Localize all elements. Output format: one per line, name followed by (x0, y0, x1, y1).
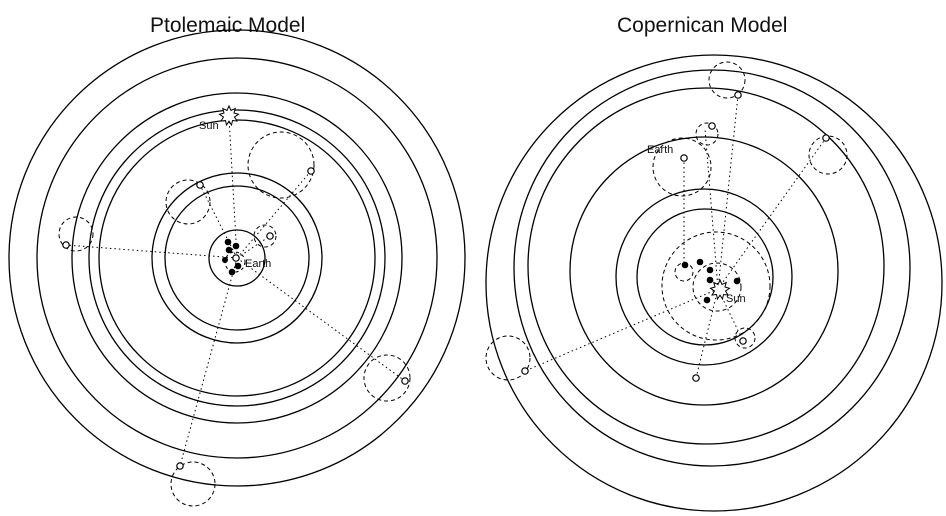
copernican-orbit-4 (569, 136, 839, 406)
ptolemaic-planet (266, 232, 274, 240)
copernican-dot (706, 276, 714, 284)
copernican-epicycle (808, 135, 848, 175)
copernican-orbit-6 (636, 208, 774, 346)
ptolemaic-earth-label: Earth (245, 258, 271, 270)
ptolemaic-dot (222, 257, 228, 263)
copernican-epicycle (652, 137, 712, 197)
ptolemaic-planet (62, 241, 70, 249)
copernican-radial-line (524, 288, 719, 372)
ptolemaic-deferent-1 (8, 29, 466, 487)
ptolemaic-deferent-2 (36, 57, 438, 459)
ptolemaic-epicycle (170, 461, 216, 507)
ptolemaic-title: Ptolemaic Model (150, 14, 306, 37)
copernican-dashed-orbit (692, 262, 742, 312)
copernican-planet (734, 91, 742, 99)
copernican-dot (733, 277, 741, 285)
ptolemaic-planet (176, 462, 184, 470)
ptolemaic-epicycle (253, 224, 277, 248)
ptolemaic-epicycle (363, 354, 411, 402)
copernican-dashed-orbit (661, 231, 771, 341)
ptolemaic-radial-line (236, 170, 312, 259)
ptolemaic-epicycle (58, 216, 94, 252)
copernican-epicycle (734, 327, 756, 349)
ptolemaic-planet (307, 167, 315, 175)
ptolemaic-sun-icon (218, 104, 240, 127)
ptolemaic-deferent-6 (151, 172, 323, 344)
copernican-dot (703, 296, 711, 304)
copernican-radial-line (717, 94, 739, 290)
copernican-orbit-1 (485, 54, 943, 512)
ptolemaic-dot (232, 242, 240, 250)
copernican-planet (708, 122, 716, 130)
copernican-dot (696, 258, 704, 266)
ptolemaic-epicycle (247, 131, 315, 199)
ptolemaic-epicycle (165, 179, 211, 225)
ptolemaic-earth (232, 254, 240, 262)
ptolemaic-planet (401, 377, 409, 385)
copernican-orbit-5 (615, 188, 793, 366)
ptolemaic-deferent-4 (88, 109, 386, 407)
copernican-title: Copernican Model (617, 14, 788, 37)
ptolemaic-dot (228, 268, 236, 276)
copernican-earth-label: Earth (647, 144, 673, 156)
ptolemaic-diagram (8, 29, 466, 507)
ptolemaic-radial-line (179, 257, 238, 467)
copernican-planet (692, 374, 700, 382)
copernican-sun-label: Sun (726, 293, 746, 305)
ptolemaic-deferent-8 (208, 229, 266, 287)
copernican-orbit-3 (527, 87, 885, 445)
copernican-epicycle (695, 122, 719, 146)
ptolemaic-radial-line (199, 184, 238, 259)
ptolemaic-sun-label: Sun (199, 120, 219, 132)
copernican-earth (680, 154, 688, 162)
ptolemaic-center-dots (222, 238, 242, 276)
ptolemaic-radial-line (65, 244, 238, 259)
ptolemaic-dot (225, 246, 233, 254)
copernican-center-dots (681, 258, 741, 304)
ptolemaic-deferent-3 (71, 92, 403, 424)
ptolemaic-radial-line (236, 257, 406, 382)
ptolemaic-radial-line (228, 117, 238, 259)
ptolemaic-deferent-5 (98, 119, 376, 397)
copernican-sun-icon (709, 278, 731, 301)
copernican-epicycle (708, 61, 746, 99)
ptolemaic-dot (224, 238, 232, 246)
copernican-dot (681, 261, 689, 269)
copernican-dot (706, 266, 714, 274)
ptolemaic-dot (234, 262, 242, 270)
ptolemaic-planet (196, 181, 204, 189)
copernican-planet (521, 367, 529, 375)
copernican-epicycle (485, 335, 531, 381)
copernican-planet (822, 134, 830, 142)
copernican-planet (739, 337, 747, 345)
copernican-radial-line (695, 288, 719, 379)
ptolemaic-deferent-7 (164, 185, 310, 331)
